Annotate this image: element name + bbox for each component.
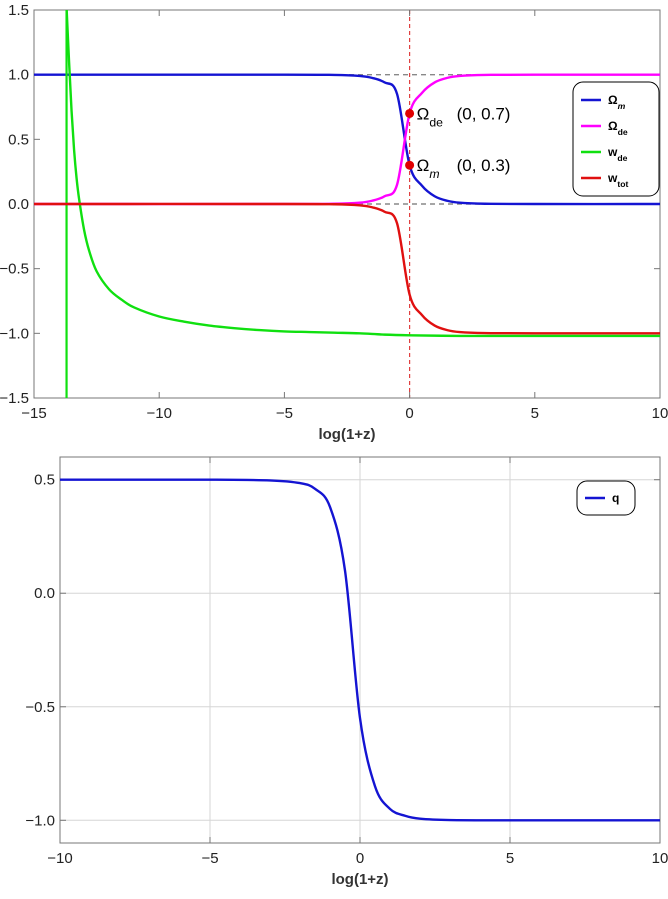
marked-point — [405, 108, 415, 118]
x-tick-label: −5 — [276, 405, 293, 422]
x-tick-label: −10 — [47, 850, 72, 867]
x-tick-label: −10 — [146, 405, 171, 422]
x-tick-label: 5 — [531, 405, 539, 422]
series-line-1 — [34, 73, 660, 206]
y-tick-label: 0.5 — [34, 472, 55, 489]
point-label: Ωm — [417, 156, 440, 181]
y-tick-label: 0.5 — [8, 131, 29, 148]
legend: Ωm Ωde wde wtot — [572, 81, 660, 197]
y-tick-label: −0.5 — [0, 261, 29, 278]
marked-point — [405, 160, 415, 170]
bottom-chart: −10 −5 0 5 10 −1.0 −0.5 0.0 0.5 log(1+z) q — [25, 456, 668, 888]
x-tick-label: 5 — [506, 850, 514, 867]
x-axis-title: log(1+z) — [318, 426, 375, 443]
x-tick-label: 10 — [652, 850, 668, 867]
x-axis-title: log(1+z) — [331, 871, 388, 888]
y-tick-label: 0.0 — [8, 196, 29, 213]
y-tick-label: −1.0 — [25, 812, 55, 829]
y-tick-label: 1.5 — [8, 2, 29, 19]
x-tick-label: −15 — [21, 405, 46, 422]
y-tick-label: 1.0 — [8, 67, 29, 84]
x-tick-label: 0 — [405, 405, 413, 422]
series-line-0 — [34, 73, 660, 206]
x-tick-label: 0 — [356, 850, 364, 867]
legend-box — [572, 81, 660, 197]
legend: q — [576, 480, 636, 516]
point-coords: (0, 0.3) — [457, 156, 511, 175]
series-line-3 — [34, 202, 660, 335]
point-coords: (0, 0.7) — [457, 104, 511, 123]
x-tick-label: 10 — [652, 405, 668, 422]
legend-box — [576, 480, 636, 516]
y-tick-label: −1.0 — [0, 325, 29, 342]
x-tick-label: −5 — [201, 850, 218, 867]
y-tick-label: −0.5 — [25, 699, 55, 716]
legend-label: Ωde — [608, 119, 628, 137]
legend-label: wtot — [607, 171, 628, 189]
point-label: Ωde — [417, 104, 444, 129]
top-chart: −15 −10 −5 0 5 10 −1.5 −1.0 −0.5 0.0 0.5 1.0 1.5 log(… — [0, 2, 668, 443]
y-tick-label: −1.5 — [0, 390, 29, 407]
legend-label: Ωm — [608, 93, 626, 111]
series-line-2 — [65, 10, 660, 338]
series-line-0 — [60, 478, 660, 822]
y-tick-label: 0.0 — [34, 585, 55, 602]
legend-label: wde — [607, 145, 628, 163]
legend-label: q — [612, 491, 619, 505]
